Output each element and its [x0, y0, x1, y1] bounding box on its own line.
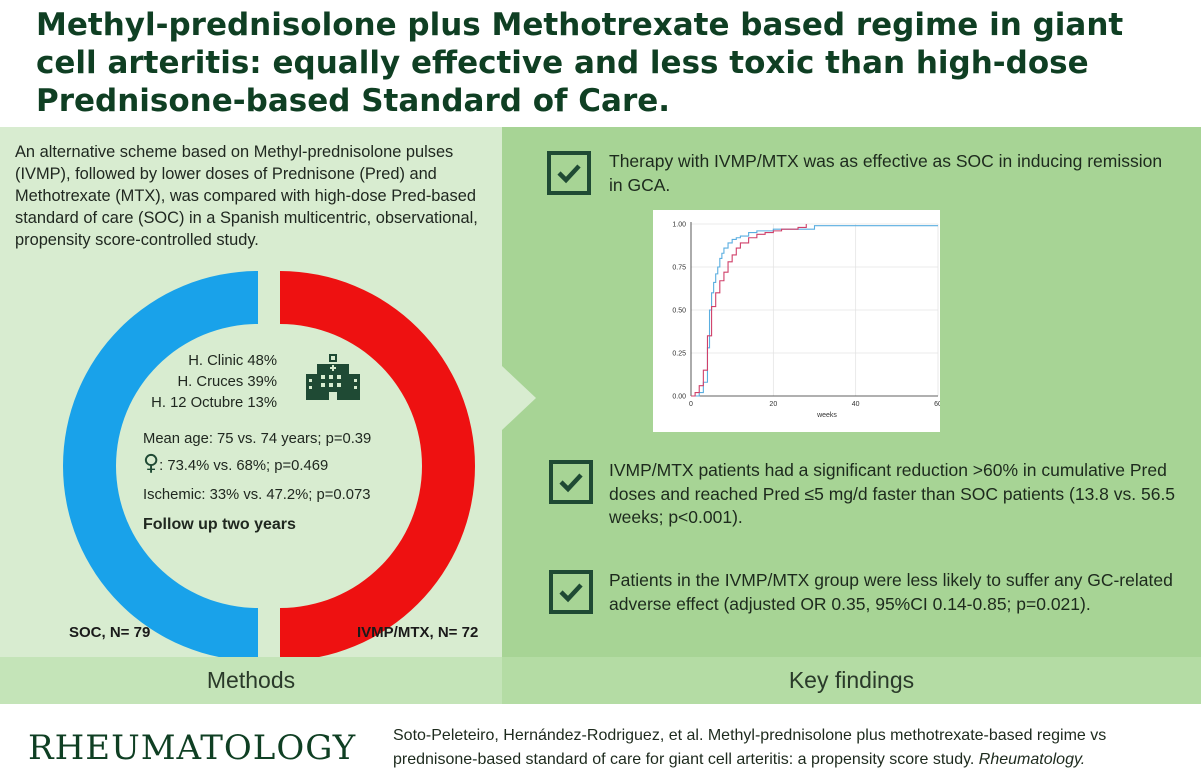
journal-logo: RHEUMATOLOGY [28, 728, 357, 768]
methods-heading: Methods [206, 667, 296, 693]
x-tick-label: 0 [689, 401, 693, 408]
ivmp-group-label: IVMP/MTX, N= 72 [357, 624, 479, 641]
remission-chart-svg: 0.000.250.500.751.000204060weeksSOCMP-ba… [672, 222, 990, 420]
citation: Soto-Peleteiro, Hernández-Rodriguez, et … [393, 724, 1193, 772]
finding-text: Patients in the IVMP/MTX group were less… [609, 570, 1173, 614]
finding-text: Therapy with IVMP/MTX was as effective a… [609, 151, 1163, 195]
follow-up: Follow up two years [143, 516, 296, 533]
ivmp-arc [280, 271, 475, 661]
page-title: Methyl-prednisolone plus Methotrexate ba… [36, 7, 1124, 119]
series-line [691, 224, 807, 397]
methods-intro: An alternative scheme based on Methyl-pr… [15, 143, 478, 249]
hospital-icon [306, 354, 360, 400]
key-findings-heading: Key findings [788, 667, 915, 693]
remission-chart: 0.000.250.500.751.000204060weeksSOCMP-ba… [653, 210, 990, 432]
checkbox-icon [547, 151, 591, 195]
center-item: H. Cruces 39% [177, 374, 277, 390]
panel-arrow [502, 366, 536, 430]
key-findings-bar [502, 657, 1201, 704]
finding-text: IVMP/MTX patients had a significant redu… [609, 460, 1176, 527]
female-icon: ♀ [143, 451, 160, 476]
ischemic-stat: Ischemic: 33% vs. 47.2%; p=0.073 [143, 487, 371, 503]
soc-arc [63, 271, 258, 661]
series-line [691, 225, 938, 397]
female-stat: ♀: 73.4% vs. 68%; p=0.469 [143, 453, 329, 477]
checkbox-icon [549, 570, 593, 614]
x-axis-label: weeks [816, 412, 837, 419]
y-tick-label: 1.00 [672, 222, 686, 229]
y-tick-label: 0.50 [672, 308, 686, 315]
y-tick-label: 0.75 [672, 265, 686, 272]
citation-journal: Rheumatology. [978, 751, 1086, 768]
x-tick-label: 40 [852, 401, 860, 408]
citation-text: Soto-Peleteiro, Hernández-Rodriguez, et … [393, 727, 1107, 768]
x-tick-label: 20 [769, 401, 777, 408]
checkbox-icon [549, 460, 593, 504]
y-tick-label: 0.00 [672, 394, 686, 401]
center-item: H. 12 Octubre 13% [151, 395, 277, 411]
x-tick-label: 60 [934, 401, 940, 408]
center-item: H. Clinic 48% [188, 353, 277, 369]
soc-group-label: SOC, N= 79 [69, 624, 151, 641]
group-donut [63, 271, 475, 661]
mean-age: Mean age: 75 vs. 74 years; p=0.39 [143, 431, 372, 447]
y-tick-label: 0.25 [672, 351, 686, 358]
center-list: H. Clinic 48% H. Cruces 39% H. 12 Octubr… [140, 351, 277, 414]
female-value: : 73.4% vs. 68%; p=0.469 [159, 458, 329, 474]
methods-bar [0, 657, 502, 704]
